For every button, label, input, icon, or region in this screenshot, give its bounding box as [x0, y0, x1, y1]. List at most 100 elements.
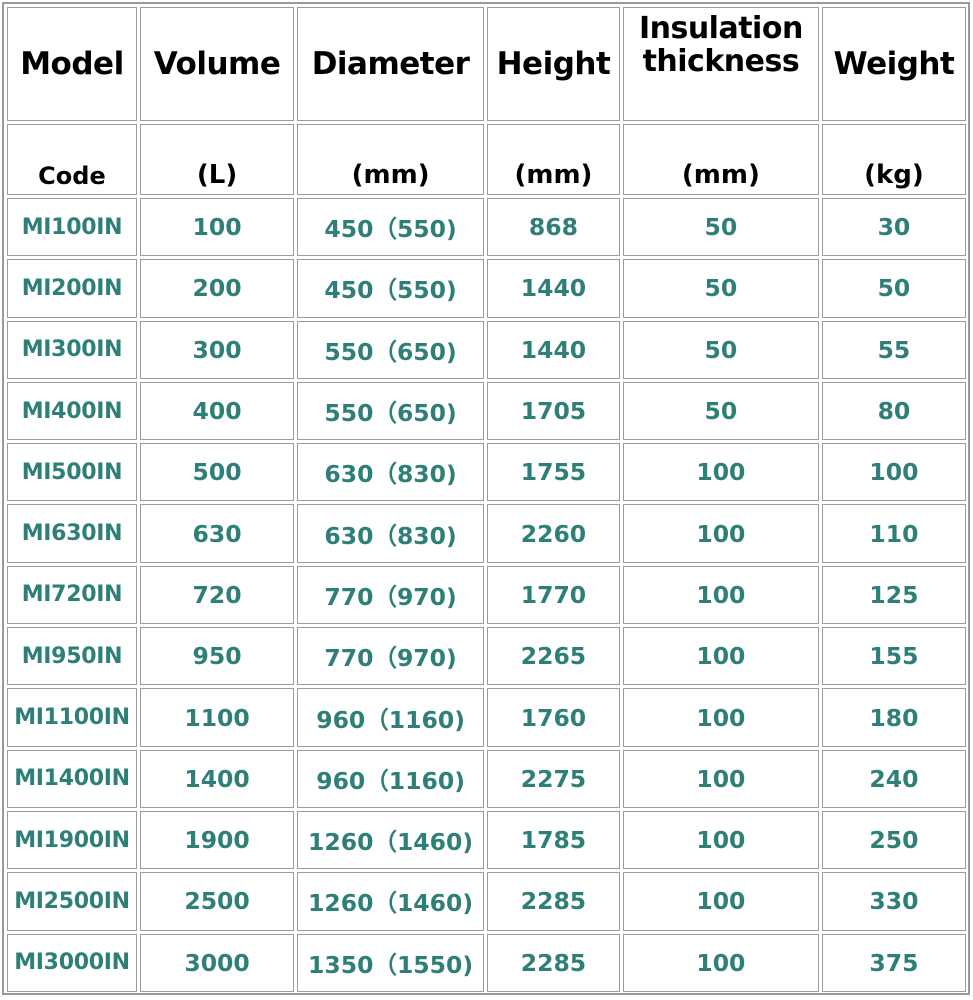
table-row: MI630IN 630 630（830) 2260 100 110 [7, 504, 966, 563]
cell-model: MI400IN [7, 381, 137, 441]
cell-diameter: 770（970) [297, 565, 484, 625]
header-diameter: Diameter [297, 7, 484, 121]
table-row: MI100IN 100 450（550) 868 50 30 [7, 198, 966, 257]
cell-diameter: 630（830) [297, 443, 484, 502]
cell-diameter: 1350（1550) [297, 933, 484, 992]
cell-insulation: 100 [622, 627, 819, 686]
table-row: MI2500IN 2500 1260（1460) 2285 100 330 [7, 872, 966, 931]
unit-weight: (kg) [821, 124, 966, 195]
cell-model: MI630IN [7, 504, 137, 563]
cell-insulation: 100 [622, 749, 819, 808]
cell-volume: 100 [139, 198, 295, 257]
table-row: MI300IN 300 550（650) 1440 50 55 [7, 320, 966, 379]
cell-volume: 200 [139, 259, 295, 318]
cell-insulation: 50 [622, 259, 819, 318]
table-row: MI1100IN 1100 960（1160) 1760 100 180 [7, 688, 966, 747]
cell-model: MI3000IN [7, 933, 137, 992]
cell-model: MI720IN [7, 565, 137, 625]
cell-volume: 950 [139, 627, 295, 686]
cell-volume: 720 [139, 565, 295, 625]
cell-model: MI300IN [7, 320, 137, 379]
cell-volume: 2500 [139, 872, 295, 931]
table-row: MI720IN 720 770（970) 1770 100 125 [7, 565, 966, 625]
cell-height: 1440 [486, 259, 620, 318]
table-row: MI3000IN 3000 1350（1550) 2285 100 375 [7, 933, 966, 992]
cell-weight: 30 [821, 198, 966, 257]
table-row: MI950IN 950 770（970) 2265 100 155 [7, 627, 966, 686]
table-row: MI400IN 400 550（650) 1705 50 80 [7, 381, 966, 441]
cell-height: 1760 [486, 688, 620, 747]
unit-insulation: (mm) [622, 124, 819, 195]
cell-diameter: 770（970) [297, 627, 484, 686]
cell-model: MI950IN [7, 627, 137, 686]
spec-table: Model Volume Diameter Height Insulation … [4, 4, 969, 995]
cell-diameter: 1260（1460) [297, 872, 484, 931]
cell-model: MI2500IN [7, 872, 137, 931]
cell-height: 1440 [486, 320, 620, 379]
cell-diameter: 450（550) [297, 259, 484, 318]
cell-volume: 1400 [139, 749, 295, 808]
table-row: MI500IN 500 630（830) 1755 100 100 [7, 443, 966, 502]
cell-weight: 155 [821, 627, 966, 686]
cell-diameter: 550（650) [297, 381, 484, 441]
cell-volume: 500 [139, 443, 295, 502]
cell-height: 1755 [486, 443, 620, 502]
cell-model: MI1400IN [7, 749, 137, 808]
cell-volume: 400 [139, 381, 295, 441]
cell-height: 1785 [486, 810, 620, 870]
cell-height: 2275 [486, 749, 620, 808]
cell-insulation: 100 [622, 688, 819, 747]
cell-height: 2265 [486, 627, 620, 686]
cell-weight: 250 [821, 810, 966, 870]
cell-model: MI1100IN [7, 688, 137, 747]
cell-volume: 1100 [139, 688, 295, 747]
header-insulation-thickness: Insulation thickness [622, 7, 819, 121]
cell-insulation: 50 [622, 381, 819, 441]
cell-insulation: 100 [622, 504, 819, 563]
header-height: Height [486, 7, 620, 121]
header-weight: Weight [821, 7, 966, 121]
cell-insulation: 100 [622, 933, 819, 992]
unit-model-code: Code [7, 124, 137, 195]
cell-insulation: 50 [622, 198, 819, 257]
cell-height: 1770 [486, 565, 620, 625]
cell-diameter: 550（650) [297, 320, 484, 379]
cell-model: MI100IN [7, 198, 137, 257]
cell-height: 2260 [486, 504, 620, 563]
header-row: Model Volume Diameter Height Insulation … [7, 7, 966, 121]
cell-height: 1705 [486, 381, 620, 441]
cell-weight: 375 [821, 933, 966, 992]
cell-model: MI1900IN [7, 810, 137, 870]
cell-diameter: 960（1160) [297, 688, 484, 747]
cell-diameter: 960（1160) [297, 749, 484, 808]
cell-insulation: 100 [622, 565, 819, 625]
cell-weight: 330 [821, 872, 966, 931]
cell-volume: 3000 [139, 933, 295, 992]
cell-height: 868 [486, 198, 620, 257]
cell-weight: 180 [821, 688, 966, 747]
table-row: MI1400IN 1400 960（1160) 2275 100 240 [7, 749, 966, 808]
cell-weight: 80 [821, 381, 966, 441]
cell-insulation: 100 [622, 443, 819, 502]
cell-diameter: 1260（1460) [297, 810, 484, 870]
unit-diameter: (mm) [297, 124, 484, 195]
cell-weight: 50 [821, 259, 966, 318]
cell-insulation: 50 [622, 320, 819, 379]
cell-model: MI500IN [7, 443, 137, 502]
cell-weight: 240 [821, 749, 966, 808]
table-row: MI200IN 200 450（550) 1440 50 50 [7, 259, 966, 318]
unit-volume: (L) [139, 124, 295, 195]
header-volume: Volume [139, 7, 295, 121]
cell-volume: 300 [139, 320, 295, 379]
table-row: MI1900IN 1900 1260（1460) 1785 100 250 [7, 810, 966, 870]
cell-weight: 100 [821, 443, 966, 502]
cell-diameter: 630（830) [297, 504, 484, 563]
cell-height: 2285 [486, 872, 620, 931]
cell-weight: 125 [821, 565, 966, 625]
cell-insulation: 100 [622, 810, 819, 870]
cell-volume: 1900 [139, 810, 295, 870]
unit-height: (mm) [486, 124, 620, 195]
unit-row: Code (L) (mm) (mm) (mm) (kg) [7, 124, 966, 195]
cell-weight: 55 [821, 320, 966, 379]
